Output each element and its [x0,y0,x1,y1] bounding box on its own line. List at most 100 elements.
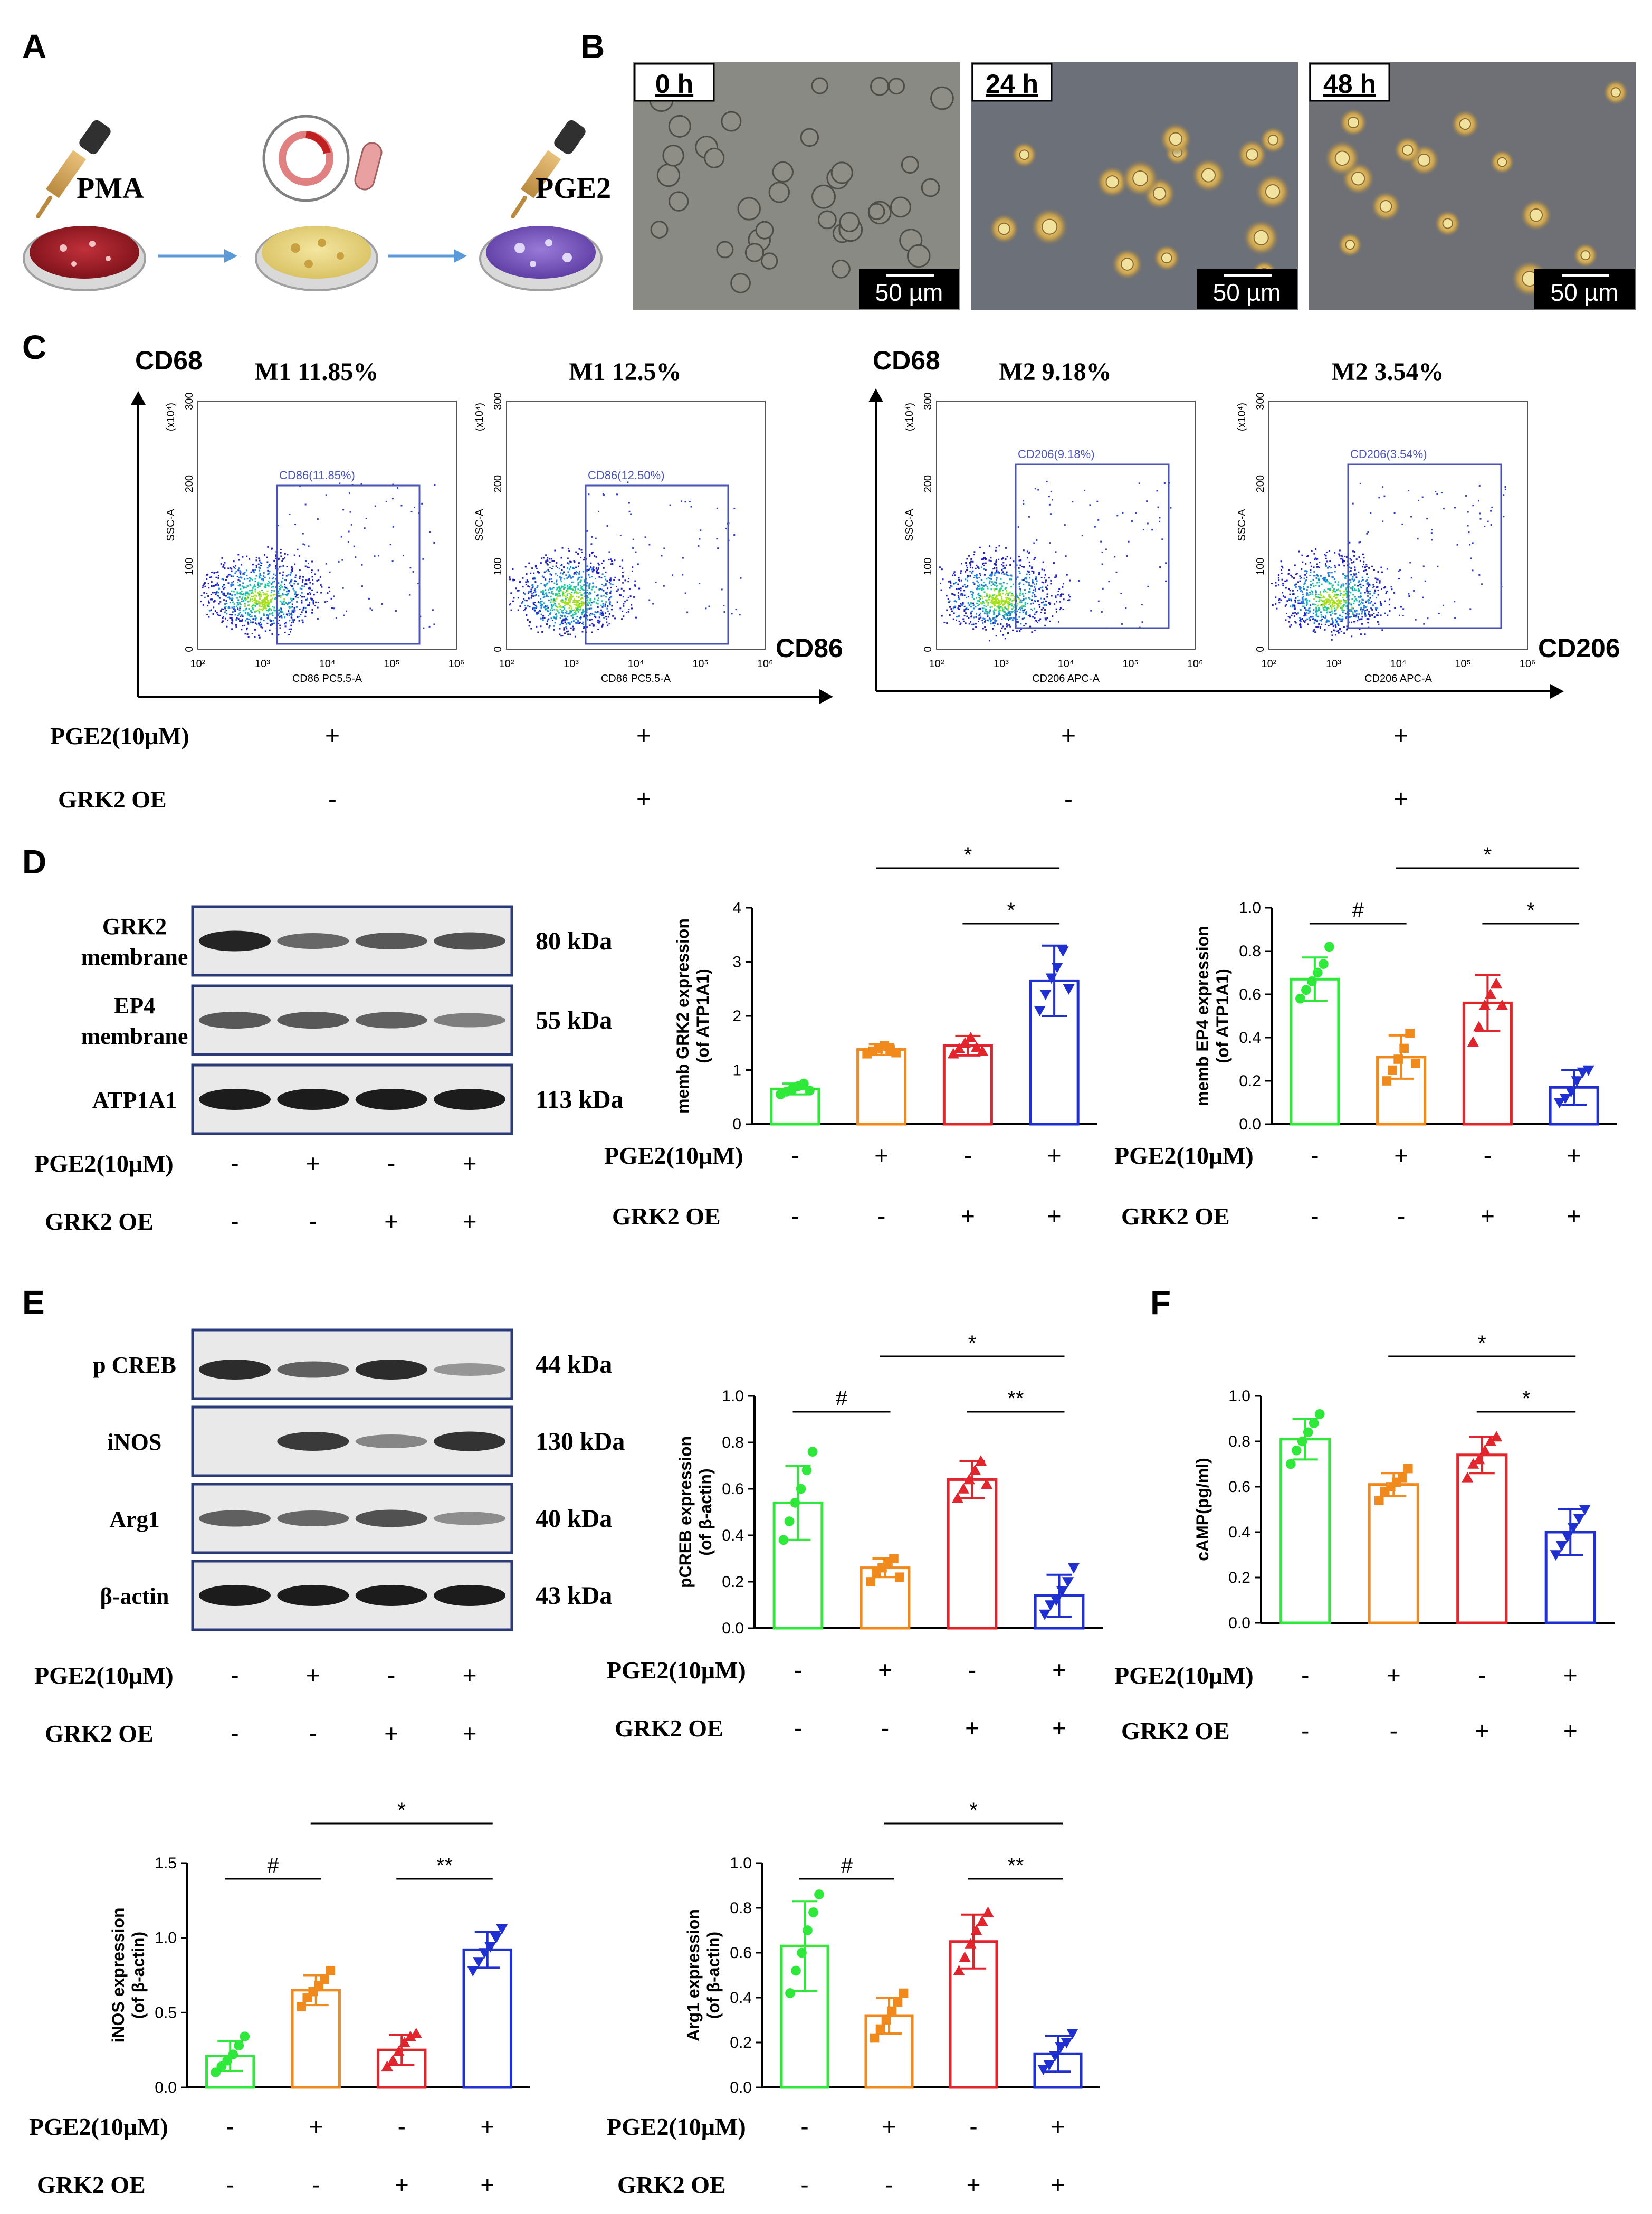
event-dot [219,614,221,616]
event-dot [975,626,977,628]
event-dot [309,587,311,590]
event-dot [1051,595,1053,597]
event-dot [1293,605,1295,607]
treatment-sign: + [463,1208,477,1235]
event-dot [510,609,512,611]
event-dot [266,583,269,585]
y-tick-label: 3 [732,954,741,971]
event-dot [208,616,210,618]
event-dot [1001,619,1003,621]
event-dot [283,598,285,600]
event-dot [960,622,962,624]
event-dot [1355,616,1358,618]
event-dot [220,591,222,593]
event-dot [1000,587,1002,590]
event-dot [989,618,991,620]
event-dot [600,595,603,597]
event-dot [573,593,575,595]
event-dot [1322,603,1324,605]
event-dot [311,576,313,578]
event-dot [259,603,261,605]
event-dot [590,562,592,564]
event-dot [238,584,241,586]
event-dot [566,610,568,612]
data-point [1313,967,1323,978]
event-dot [1038,588,1040,591]
event-dot [262,578,264,580]
event-dot [286,565,288,567]
event-dot [1299,577,1301,579]
event-dot [597,562,599,564]
event-dot [1297,602,1300,604]
event-dot [589,600,591,602]
y-tick-label: 2 [732,1008,741,1025]
event-dot [1304,580,1306,582]
event-dot [290,579,292,582]
event-dot [1310,571,1312,573]
event-dot [305,598,307,601]
event-dot [1345,602,1347,604]
event-dot [527,581,529,583]
event-dot [291,567,293,569]
event-dot [294,576,297,578]
event-dot [267,616,269,618]
event-dot [247,604,250,606]
event-dot [989,574,991,576]
event-dot [231,617,233,619]
event-dot [265,610,268,612]
event-dot [998,603,1000,605]
event-dot [1328,607,1330,610]
event-dot [273,622,275,624]
event-dot [1004,588,1006,590]
event-dot [417,582,419,584]
treatment-sign: - [885,2171,893,2198]
event-dot [570,577,572,579]
event-dot [1305,614,1307,616]
event-dot [224,606,226,609]
event-dot [966,607,968,609]
event-dot [588,587,590,589]
event-dot [1353,555,1355,557]
event-dot [1303,570,1305,572]
event-dot [1361,598,1363,601]
event-dot [567,571,569,573]
event-dot [259,583,261,585]
event-dot [1305,612,1307,614]
event-dot [579,600,581,602]
event-dot [599,614,601,616]
event-dot [577,601,579,603]
molecular-weight: 40 kDa [536,1505,612,1533]
x-tick-label: 10⁴ [1390,658,1407,670]
event-dot [317,617,319,620]
event-dot [247,593,250,595]
event-dot [981,603,983,605]
event-dot [543,571,546,573]
event-dot [1019,572,1021,574]
event-dot [983,582,985,584]
event-dot [1323,600,1325,602]
event-dot [1019,564,1021,566]
event-dot [291,579,293,581]
event-dot [271,632,273,634]
event-dot [602,614,604,616]
event-dot [553,582,556,584]
event-dot [1359,628,1361,630]
event-dot [997,571,999,573]
event-dot [1315,590,1317,592]
event-dot [1386,568,1388,570]
event-dot [1046,480,1048,482]
event-dot [567,576,569,578]
event-dot [1307,555,1309,557]
y-tick-label: 1.0 [1239,899,1261,917]
event-dot [288,607,290,609]
event-dot [1032,581,1034,583]
event-dot [577,572,579,574]
event-dot [1351,606,1353,609]
event-dot [977,585,979,587]
event-dot [290,628,292,630]
data-point [240,2031,250,2042]
event-dot [1009,578,1011,581]
event-dot [229,617,231,619]
